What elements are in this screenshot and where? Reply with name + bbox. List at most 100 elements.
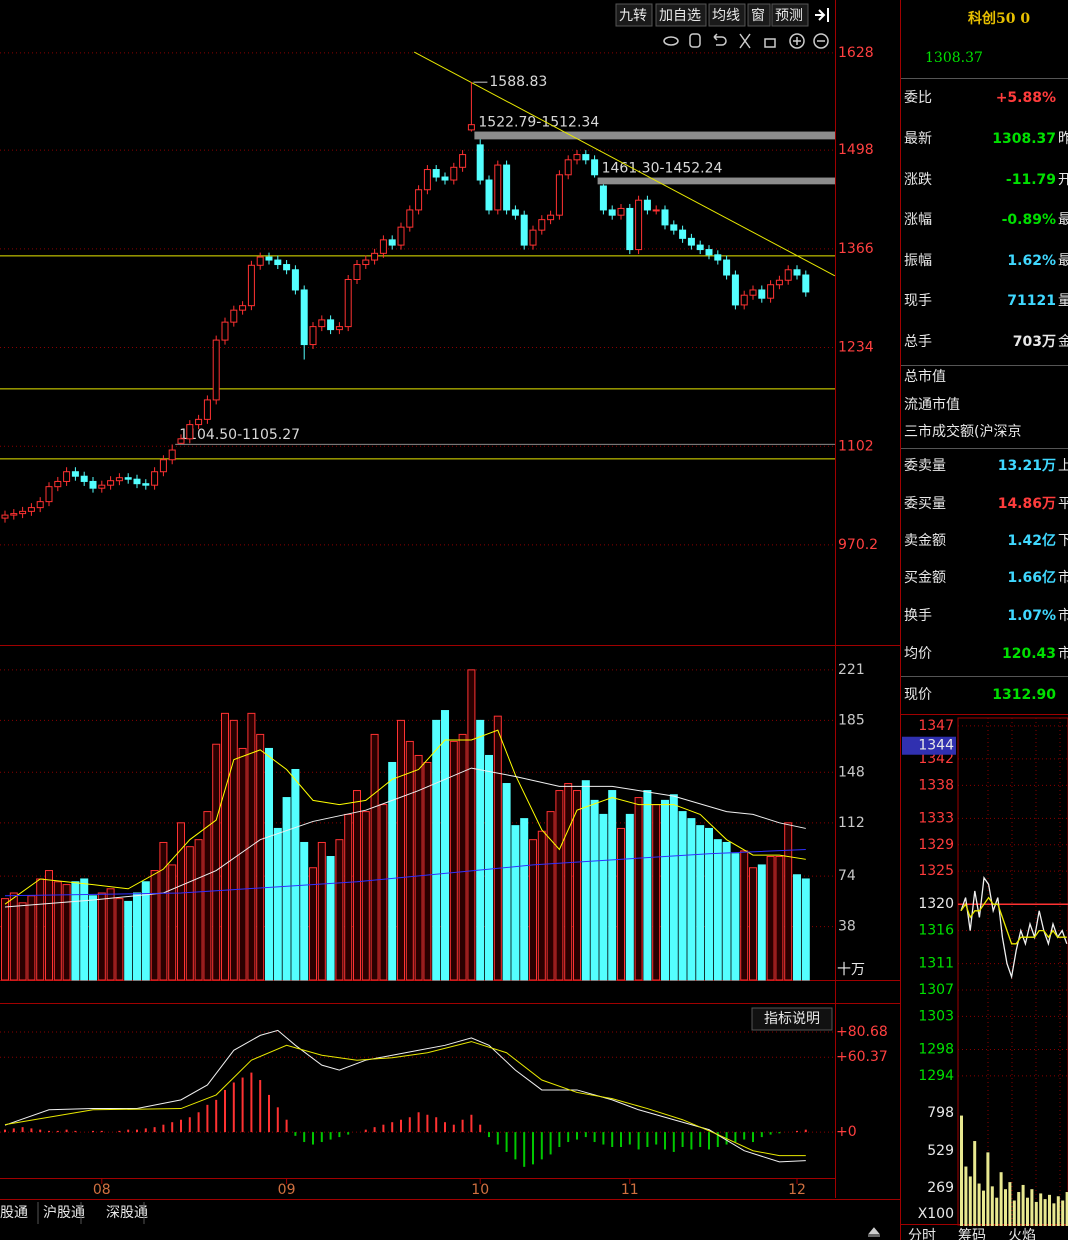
- zoom-in-icon[interactable]: [793, 37, 801, 45]
- volume-bar: [520, 818, 529, 981]
- volume-bar: [53, 881, 62, 981]
- volume-bar: [511, 825, 520, 981]
- quote-value: 14.86万: [998, 496, 1056, 512]
- quote-value: 71121: [1007, 293, 1056, 309]
- volume-bar: [731, 853, 740, 981]
- volume-bar: [9, 892, 18, 981]
- candle-body: [19, 510, 27, 515]
- candle-body: [397, 226, 405, 246]
- quote-label: 流通市值: [904, 396, 960, 413]
- cut-icon[interactable]: [739, 33, 751, 49]
- volume-bar: [458, 733, 467, 981]
- y-tick-label: 1234: [838, 340, 874, 356]
- candle-body: [555, 174, 563, 216]
- hand-icon[interactable]: [689, 33, 701, 48]
- tab[interactable]: 沪股通: [43, 1205, 85, 1221]
- toolbar-button[interactable]: [708, 3, 746, 27]
- candle-body: [195, 418, 203, 426]
- volume-bar: [793, 874, 801, 981]
- volume-bar: [608, 790, 617, 981]
- volume-bar: [185, 846, 194, 981]
- candle-body: [151, 471, 159, 486]
- y-tick-label: 1366: [838, 241, 874, 257]
- candle-body: [723, 259, 731, 276]
- volume-bar: [625, 813, 634, 981]
- candle-body: [705, 249, 713, 256]
- volume-bar: [581, 780, 590, 981]
- undo-icon[interactable]: [713, 33, 727, 46]
- side-tab[interactable]: 火焰: [1008, 1228, 1036, 1240]
- candle-body: [291, 269, 299, 291]
- volume-bar: [115, 898, 124, 981]
- candle-body: [1, 514, 9, 519]
- quote-value: +5.88%: [996, 90, 1056, 106]
- volume-bar: [784, 822, 793, 981]
- indicator-button-label[interactable]: 指标说明: [764, 1011, 820, 1027]
- y-tick-label: +60.37: [836, 1049, 888, 1065]
- volume-bar: [1, 898, 9, 981]
- candle-body: [406, 209, 414, 228]
- quote-tail: 量: [1058, 293, 1068, 309]
- candle-body: [230, 309, 238, 323]
- toolbar-button[interactable]: [615, 3, 653, 27]
- toolbar-button[interactable]: [771, 3, 809, 27]
- volume-bar: [212, 743, 221, 981]
- volume-bar: [159, 841, 168, 981]
- volume-bar: [150, 870, 159, 981]
- toolbar-label[interactable]: 加自选: [659, 8, 701, 24]
- candle-body: [731, 274, 739, 306]
- volume-bar: [194, 839, 203, 981]
- toolbar-label[interactable]: 窗: [751, 7, 765, 24]
- side-tab[interactable]: 分时: [908, 1228, 936, 1240]
- y-tick-label: 1307: [918, 982, 954, 998]
- volume-bar: [97, 892, 106, 981]
- intraday-volume-bar: [1056, 1196, 1060, 1226]
- volume-bar: [801, 878, 810, 981]
- volume-bar: [106, 888, 115, 981]
- volume-bar: [414, 754, 423, 981]
- candle-body: [476, 144, 484, 181]
- intraday-volume-bar: [1008, 1182, 1012, 1226]
- volume-bar: [775, 856, 784, 981]
- intraday-volume-bar: [1030, 1189, 1034, 1226]
- tab[interactable]: 深股通: [106, 1205, 148, 1221]
- volume-bar: [599, 813, 608, 981]
- zoom-in-icon[interactable]: [789, 33, 805, 49]
- y-tick-label: 1325: [918, 863, 954, 879]
- volume-bar: [361, 811, 370, 981]
- exit-icon[interactable]: [815, 8, 829, 22]
- volume-bar: [335, 839, 344, 981]
- toolbar-label[interactable]: 预测: [775, 8, 803, 24]
- quote-label: 委比: [904, 90, 932, 106]
- y-tick-label: 1628: [838, 45, 874, 61]
- volume-bar: [397, 719, 405, 981]
- toolbar-label[interactable]: 均线: [712, 8, 740, 24]
- intraday-volume-bar: [999, 1172, 1003, 1226]
- candle-body: [265, 256, 273, 261]
- collapse-icon[interactable]: [867, 1227, 881, 1237]
- volume-bar: [203, 811, 212, 981]
- volume-bar: [617, 827, 625, 981]
- quote-tail: 下: [1058, 533, 1068, 549]
- quote-label: 最新: [904, 131, 932, 147]
- tab[interactable]: 股通: [0, 1205, 28, 1221]
- y-tick-label: +80.68: [836, 1024, 888, 1040]
- volume-bar: [740, 850, 749, 981]
- y-tick-label: 1102: [838, 438, 874, 454]
- toolbar-button[interactable]: [655, 3, 707, 27]
- zoom-out-icon[interactable]: [813, 33, 829, 49]
- volume-bar: [247, 712, 256, 981]
- quote-label: 总市值: [904, 368, 946, 385]
- indicator-button[interactable]: [751, 1007, 833, 1031]
- side-tab[interactable]: 筹码: [958, 1227, 986, 1240]
- y-tick-label: 1342: [918, 751, 954, 767]
- eye-icon[interactable]: [663, 36, 679, 46]
- volume-bar: [229, 719, 238, 981]
- candle-body: [591, 159, 599, 176]
- toolbar-button[interactable]: [747, 3, 771, 27]
- candle-body: [247, 264, 255, 307]
- lock-icon[interactable]: [764, 38, 776, 48]
- candle-body: [467, 124, 475, 131]
- peak-label: 1588.83: [489, 74, 547, 90]
- toolbar-label[interactable]: 九转: [619, 8, 647, 24]
